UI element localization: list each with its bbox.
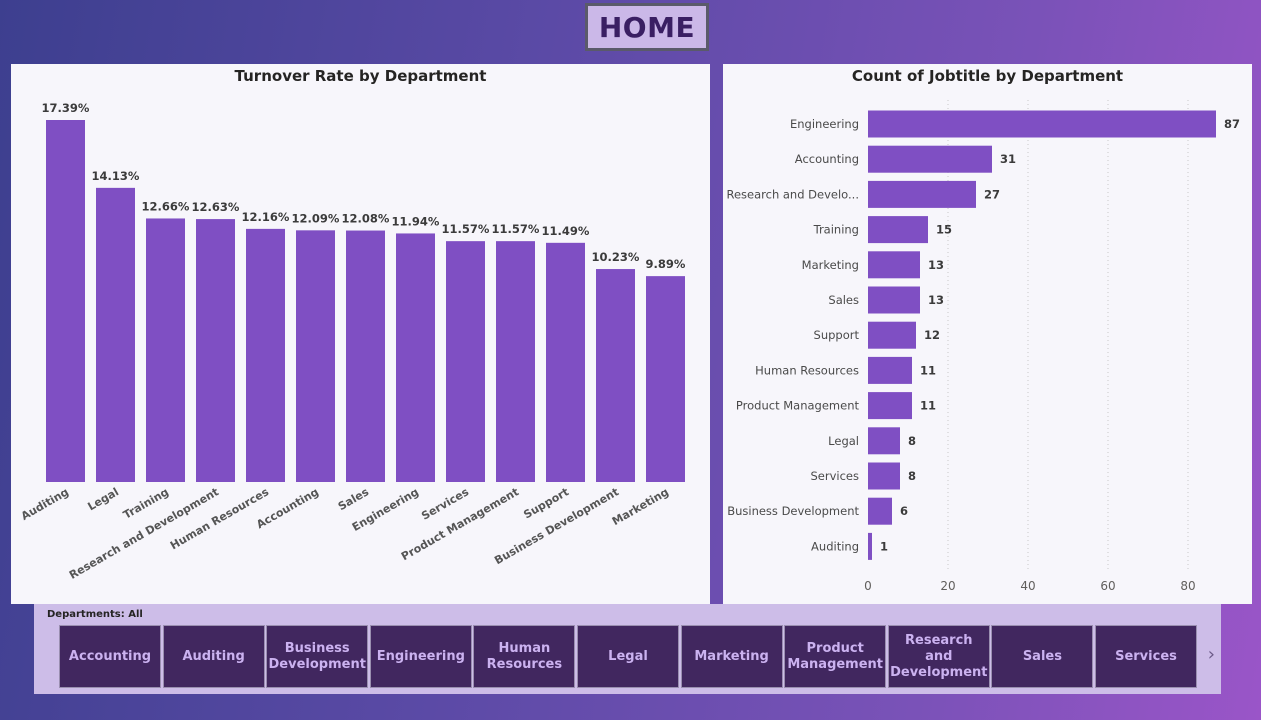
jobtitle-y-tick-label: Marketing	[802, 258, 859, 272]
turnover-data-label: 14.13%	[92, 169, 140, 183]
slicer-tile[interactable]: Legal	[577, 625, 679, 688]
jobtitle-chart: 0 20 40 60 80 Engineering 87 Accounting 31 Resear…	[726, 100, 1240, 593]
slicer-tile[interactable]: Accounting	[59, 625, 161, 688]
turnover-data-label: 12.09%	[292, 211, 340, 225]
turnover-bar[interactable]	[196, 219, 235, 482]
jobtitle-data-label: 8	[908, 434, 916, 448]
turnover-data-label: 11.57%	[442, 222, 490, 236]
jobtitle-x-tick-label: 40	[1020, 579, 1035, 593]
jobtitle-y-tick-label: Services	[811, 469, 860, 483]
jobtitle-y-tick-label: Business Development	[727, 504, 859, 518]
jobtitle-x-tick-label: 20	[940, 579, 955, 593]
jobtitle-x-tick-label: 60	[1100, 579, 1115, 593]
jobtitle-bar[interactable]	[868, 462, 900, 490]
slicer-tile[interactable]: Marketing	[680, 625, 783, 688]
slicer-tile[interactable]: Human Resources	[473, 625, 576, 688]
turnover-data-label: 11.57%	[492, 222, 540, 236]
turnover-bar[interactable]	[446, 241, 485, 482]
turnover-data-label: 10.23%	[592, 250, 640, 264]
jobtitle-data-label: 6	[900, 504, 908, 518]
jobtitle-bar[interactable]	[868, 497, 892, 525]
jobtitle-data-label: 8	[908, 469, 916, 483]
jobtitle-bar[interactable]	[868, 427, 900, 455]
turnover-bar[interactable]	[396, 233, 435, 482]
turnover-x-tick-label: Sales	[336, 485, 372, 513]
jobtitle-data-label: 13	[928, 258, 944, 272]
jobtitle-data-label: 11	[920, 399, 936, 413]
turnover-bar[interactable]	[496, 241, 535, 482]
turnover-x-tick-label: Marketing	[610, 485, 671, 528]
jobtitle-y-tick-label: Product Management	[736, 399, 860, 413]
slicer-header: Departments: All	[47, 609, 143, 620]
turnover-data-label: 12.66%	[142, 199, 190, 213]
jobtitle-y-tick-label: Training	[813, 223, 859, 237]
jobtitle-bar[interactable]	[868, 110, 1216, 138]
turnover-bar[interactable]	[646, 276, 685, 482]
jobtitle-bar[interactable]	[868, 321, 916, 349]
jobtitle-data-label: 87	[1224, 117, 1240, 131]
jobtitle-y-tick-label: Auditing	[811, 539, 859, 553]
jobtitle-bar[interactable]	[868, 180, 976, 208]
turnover-data-label: 9.89%	[646, 257, 686, 271]
turnover-data-label: 12.16%	[242, 210, 290, 224]
slicer-tile[interactable]: Engineering	[369, 625, 472, 688]
jobtitle-x-tick-label: 0	[864, 579, 872, 593]
turnover-bar[interactable]	[146, 218, 185, 482]
jobtitle-bar[interactable]	[868, 251, 920, 279]
jobtitle-y-tick-label: Accounting	[795, 152, 859, 166]
turnover-chart: 17.39%Auditing14.13%Legal12.66%Training1…	[19, 101, 686, 582]
jobtitle-bar[interactable]	[868, 286, 920, 314]
slicer-tile[interactable]: Product Management	[784, 625, 887, 688]
jobtitle-y-tick-label: Support	[814, 328, 860, 342]
jobtitle-x-tick-label: 80	[1180, 579, 1195, 593]
turnover-bar[interactable]	[546, 242, 585, 482]
turnover-chart-panel: Turnover Rate by Department 17.39% Auditi…	[11, 64, 710, 604]
jobtitle-y-tick-label: Research and Develo...	[726, 187, 859, 201]
jobtitle-bar[interactable]	[868, 145, 992, 173]
turnover-data-label: 17.39%	[42, 101, 90, 115]
turnover-chart-title: Turnover Rate by Department	[234, 67, 487, 85]
jobtitle-data-label: 15	[936, 223, 952, 237]
jobtitle-data-label: 11	[920, 363, 936, 377]
turnover-bar[interactable]	[296, 230, 335, 482]
slicer-tile[interactable]: Sales	[991, 625, 1094, 688]
jobtitle-bar[interactable]	[868, 356, 912, 384]
turnover-data-label: 11.94%	[392, 214, 440, 228]
jobtitle-bar[interactable]	[868, 392, 912, 420]
slicer-tile[interactable]: Business Development	[266, 625, 369, 688]
slicer-tile[interactable]: Auditing	[162, 625, 265, 688]
jobtitle-bar[interactable]	[868, 216, 928, 244]
jobtitle-data-label: 31	[1000, 152, 1016, 166]
jobtitle-chart-panel: Count of Jobtitle by Department 0 20 40 60 8…	[723, 64, 1252, 604]
chevron-right-icon[interactable]: ›	[1207, 644, 1215, 665]
turnover-bar[interactable]	[346, 230, 385, 482]
jobtitle-y-tick-label: Engineering	[790, 117, 859, 131]
turnover-bar[interactable]	[46, 120, 85, 482]
jobtitle-y-tick-label: Human Resources	[755, 363, 859, 377]
turnover-bar[interactable]	[96, 187, 135, 482]
turnover-data-label: 11.49%	[542, 224, 590, 238]
turnover-x-tick-label: Legal	[85, 485, 121, 513]
department-slicer: Departments: All Accounting Auditing Busin…	[34, 604, 1221, 694]
turnover-bar[interactable]	[246, 228, 285, 482]
jobtitle-data-label: 1	[880, 539, 888, 553]
turnover-data-label: 12.63%	[192, 200, 240, 214]
jobtitle-data-label: 13	[928, 293, 944, 307]
jobtitle-y-tick-label: Sales	[828, 293, 859, 307]
turnover-data-label: 12.08%	[342, 212, 390, 226]
jobtitle-data-label: 12	[924, 328, 940, 342]
jobtitle-data-label: 27	[984, 187, 1000, 201]
jobtitle-chart-title: Count of Jobtitle by Department	[851, 67, 1124, 85]
turnover-x-tick-label: Auditing	[19, 485, 71, 523]
slicer-tile[interactable]: Services	[1095, 625, 1197, 688]
turnover-bar[interactable]	[596, 269, 635, 482]
jobtitle-y-tick-label: Legal	[828, 434, 859, 448]
home-button[interactable]: HOME	[585, 3, 709, 51]
jobtitle-bar[interactable]	[868, 532, 872, 560]
slicer-tile[interactable]: Research and Development	[887, 625, 990, 688]
